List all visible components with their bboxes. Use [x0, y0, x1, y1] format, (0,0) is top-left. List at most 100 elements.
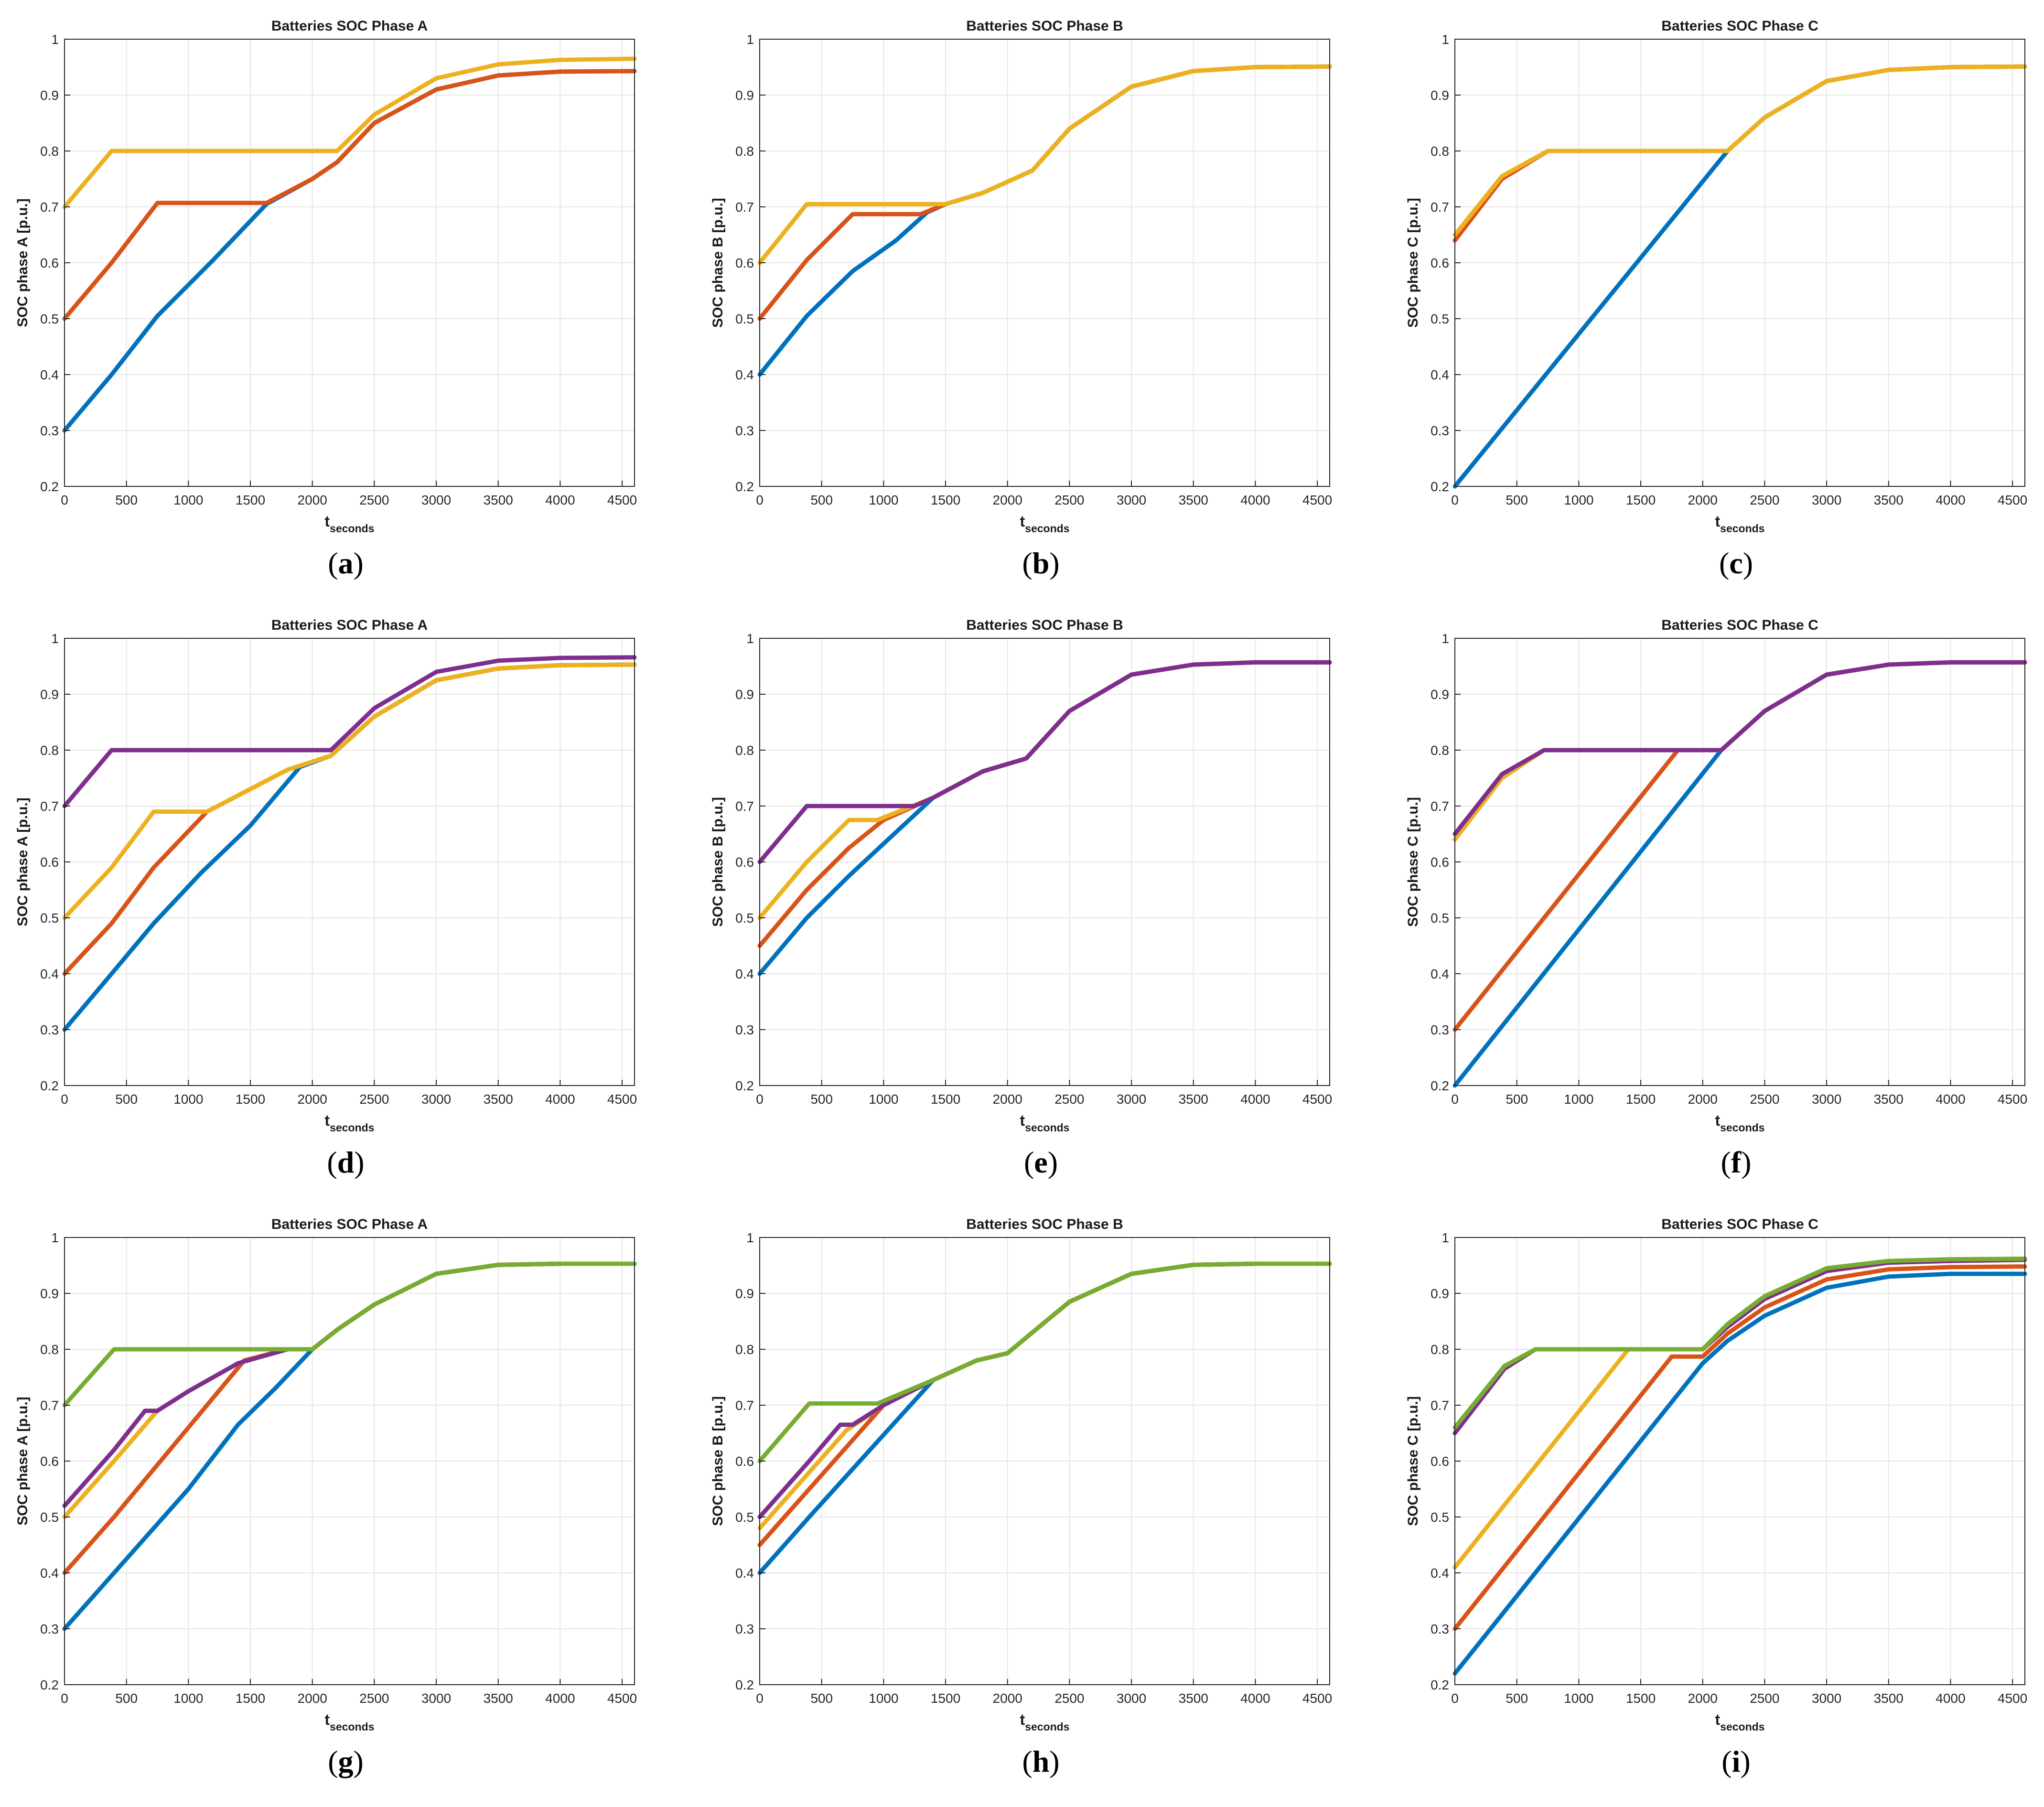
x-tick-label: 3000 — [1117, 1691, 1146, 1706]
y-tick-label: 0.6 — [40, 256, 59, 270]
y-tick-label: 0.2 — [1431, 1078, 1449, 1093]
x-tick-label: 3500 — [1874, 1092, 1904, 1107]
x-tick-label: 2500 — [359, 1691, 389, 1706]
panel-label-close: ) — [1740, 1744, 1750, 1778]
y-tick-label: 0.7 — [735, 1398, 754, 1413]
y-tick-label: 0.4 — [40, 967, 59, 981]
panel-label-letter: a — [338, 546, 354, 580]
x-tick-label: 3000 — [421, 1691, 451, 1706]
y-tick-label: 0.3 — [1431, 1622, 1449, 1636]
y-tick-label: 0.9 — [735, 88, 754, 103]
x-axis-label: tseconds — [325, 1112, 375, 1134]
y-tick-label: 0.4 — [1431, 1566, 1449, 1581]
x-tick-label: 4000 — [1936, 493, 1965, 507]
panel-label-close: ) — [1048, 1145, 1058, 1179]
x-tick-label: 2500 — [359, 493, 389, 507]
x-tick-label: 500 — [810, 493, 833, 507]
y-tick-label: 0.5 — [1431, 1510, 1449, 1525]
x-tick-label: 500 — [1506, 493, 1528, 507]
series-line-purple — [1452, 660, 2027, 836]
x-tick-label: 500 — [810, 1691, 833, 1706]
x-tick-label: 1000 — [869, 1691, 898, 1706]
x-tick-label: 1500 — [236, 1691, 265, 1706]
panel-label: (d) — [327, 1145, 364, 1179]
y-tick-label: 0.6 — [40, 855, 59, 870]
y-tick-label: 0.4 — [1431, 367, 1449, 382]
y-tick-label: 0.3 — [1431, 1022, 1449, 1037]
y-axis-label: SOC phase A [p.u.] — [15, 1397, 31, 1525]
panel-i: 0 500 1000 1500 2000 2500 3000 3500 4000 4500 0.2 0… — [1405, 1216, 2027, 1778]
y-tick-label: 0.8 — [40, 1342, 59, 1357]
x-tick-label: 1000 — [173, 1092, 203, 1107]
panel-label-open: ( — [327, 1145, 337, 1179]
x-tick-label: 4500 — [1998, 1691, 2027, 1706]
panel-label-letter: c — [1729, 546, 1743, 580]
y-axis-label: SOC phase B [p.u.] — [710, 797, 726, 927]
panel-label-letter: d — [337, 1145, 355, 1179]
y-tick-label: 0.7 — [40, 1398, 59, 1413]
x-tick-label: 3000 — [421, 1092, 451, 1107]
x-axis-label-subscript: seconds — [1025, 1721, 1069, 1733]
y-tick-label: 0.8 — [40, 144, 59, 159]
panel-c: 0 500 1000 1500 2000 2500 3000 3500 4000 4500 0.2 0… — [1405, 18, 2027, 580]
y-axis-label: SOC phase A [p.u.] — [15, 797, 31, 926]
x-tick-label: 4500 — [1302, 1691, 1332, 1706]
y-tick-label: 0.6 — [735, 855, 754, 870]
x-tick-label: 2000 — [993, 493, 1022, 507]
panel-label: (i) — [1721, 1744, 1750, 1778]
x-tick-label: 4500 — [1998, 493, 2027, 507]
x-axis-label-main: t — [1715, 1112, 1721, 1129]
x-tick-label: 0 — [61, 493, 68, 507]
x-tick-label: 4000 — [545, 1691, 575, 1706]
panel-label-close: ) — [1741, 1145, 1751, 1179]
chart-title: Batteries SOC Phase A — [271, 617, 428, 633]
x-tick-label: 2500 — [1750, 1691, 1779, 1706]
x-tick-label: 2500 — [1054, 493, 1084, 507]
y-tick-label: 0.9 — [1431, 88, 1449, 103]
x-tick-label: 2000 — [298, 493, 327, 507]
chart-title: Batteries SOC Phase C — [1661, 1216, 1818, 1232]
y-tick-label: 0.5 — [735, 1510, 754, 1525]
y-tick-label: 0.7 — [735, 200, 754, 215]
x-axis-label: tseconds — [325, 1711, 375, 1733]
y-axis-label: SOC phase C [p.u.] — [1405, 198, 1421, 328]
y-tick-label: 0.6 — [735, 256, 754, 270]
x-tick-label: 4500 — [607, 1092, 637, 1107]
panel-label: (f) — [1721, 1145, 1752, 1179]
y-tick-label: 1 — [746, 1230, 754, 1245]
y-tick-label: 0.3 — [735, 1622, 754, 1636]
series-line-orange — [1452, 1264, 2027, 1631]
x-axis-label-subscript: seconds — [330, 1121, 374, 1134]
y-tick-label: 0.5 — [40, 312, 59, 326]
x-tick-label: 3500 — [484, 1691, 513, 1706]
x-tick-label: 4500 — [1998, 1092, 2027, 1107]
x-tick-label: 3500 — [484, 493, 513, 507]
y-tick-label: 0.9 — [735, 1286, 754, 1301]
y-tick-label: 0.2 — [40, 1078, 59, 1093]
x-axis-label-subscript: seconds — [330, 522, 374, 535]
y-tick-label: 0.2 — [735, 1078, 754, 1093]
x-tick-label: 2000 — [1688, 1092, 1718, 1107]
panel-label-close: ) — [354, 1145, 364, 1179]
x-tick-label: 0 — [756, 1691, 764, 1706]
y-axis-label: SOC phase C [p.u.] — [1405, 797, 1421, 927]
y-tick-label: 0.7 — [1431, 799, 1449, 814]
y-tick-label: 0.8 — [1431, 144, 1449, 159]
y-tick-label: 0.8 — [735, 144, 754, 159]
y-tick-label: 0.2 — [1431, 1678, 1449, 1692]
y-tick-label: 0.6 — [735, 1454, 754, 1469]
x-tick-label: 500 — [115, 1092, 138, 1107]
x-tick-label: 4000 — [1936, 1691, 1965, 1706]
panel-label-open: ( — [1022, 1744, 1032, 1778]
panel-label: (b) — [1022, 546, 1059, 580]
x-tick-label: 500 — [810, 1092, 833, 1107]
chart-title: Batteries SOC Phase B — [966, 617, 1123, 633]
x-axis-label-main: t — [1020, 1112, 1025, 1129]
y-tick-label: 0.9 — [1431, 1286, 1449, 1301]
y-tick-label: 1 — [51, 1230, 59, 1245]
panel-label-open: ( — [1721, 1744, 1732, 1778]
panel-label: (h) — [1022, 1744, 1059, 1778]
x-tick-label: 2500 — [359, 1092, 389, 1107]
x-tick-label: 0 — [756, 493, 764, 507]
x-tick-label: 1000 — [869, 493, 898, 507]
